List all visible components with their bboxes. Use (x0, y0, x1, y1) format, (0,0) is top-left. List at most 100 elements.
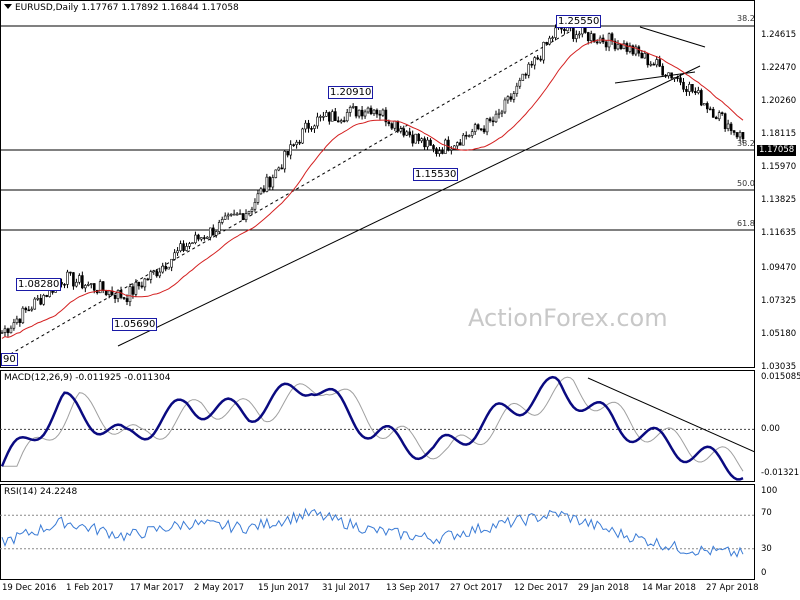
candle (673, 77, 676, 82)
candle (420, 137, 423, 144)
candle (488, 116, 492, 123)
left-low-tag: 1.05690 (112, 318, 158, 331)
candle (408, 127, 411, 138)
triangle-lower-line (614, 71, 696, 84)
candle (155, 269, 159, 278)
candle (586, 31, 590, 45)
candle (0, 330, 4, 334)
candle (220, 216, 224, 225)
x-tick-label: 31 Jul 2017 (322, 583, 371, 593)
candle (307, 119, 310, 133)
candle (578, 31, 581, 39)
fib-500-label: 50.0 (737, 179, 755, 188)
candle (494, 110, 498, 123)
candle (3, 325, 7, 337)
candle (426, 137, 429, 150)
price-y-label: 1.11635 (761, 228, 797, 238)
chart-header: EURUSD,Daily 1.17767 1.17892 1.16844 1.1… (4, 3, 239, 13)
candle (197, 233, 200, 242)
candle (357, 109, 361, 119)
candle (610, 32, 614, 45)
candle (708, 106, 712, 111)
candle (441, 147, 444, 155)
candle (277, 166, 281, 172)
candle (200, 237, 203, 242)
mid-high-tag: 1.20910 (328, 86, 374, 99)
candle (265, 173, 269, 193)
candle (12, 318, 16, 331)
macd-chart-svg (0, 375, 755, 481)
candle (116, 289, 120, 303)
macd-y-axis: 0.015085 0.00 -0.013211 (755, 370, 800, 482)
candle (551, 35, 554, 42)
candle (697, 86, 700, 95)
candle (735, 132, 739, 139)
candle (107, 290, 111, 299)
close-value: 1.17058 (201, 3, 239, 13)
candle (717, 110, 721, 122)
price-chart-svg (0, 19, 755, 361)
candle (24, 306, 28, 313)
candle (461, 132, 465, 146)
candle (15, 315, 19, 325)
candle (676, 75, 679, 82)
candle (232, 209, 236, 216)
moving-average-line (1, 39, 744, 339)
price-y-label: 1.15970 (761, 162, 797, 172)
candle (223, 212, 227, 220)
candle (414, 133, 417, 144)
price-y-label: 1.24615 (761, 30, 797, 40)
candle (39, 294, 42, 306)
candle (27, 306, 31, 312)
candle (402, 125, 406, 138)
macd-y-label: -0.013211 (761, 468, 800, 478)
candle (75, 278, 78, 288)
candle (250, 206, 254, 216)
candle (161, 262, 164, 274)
candle (470, 128, 474, 139)
candle (607, 32, 611, 52)
candle (456, 141, 459, 150)
candle (723, 112, 727, 132)
price-y-label: 1.07325 (761, 296, 797, 306)
macd-y-label: 0.00 (761, 424, 780, 434)
candle (473, 122, 477, 135)
candle (214, 230, 218, 238)
collapse-triangle-icon[interactable] (4, 4, 12, 9)
current-price-marker: 1.17058 (757, 145, 797, 156)
price-y-label: 1.13825 (761, 195, 797, 205)
candle (301, 127, 304, 144)
candle (447, 136, 450, 152)
candle (122, 296, 126, 301)
candle (334, 107, 337, 122)
candle (429, 138, 432, 146)
candle (137, 281, 141, 290)
candle (634, 44, 638, 57)
candle (703, 103, 706, 106)
candle (69, 271, 72, 276)
price-y-axis: 1.24615 1.22470 1.20260 1.18115 1.15970 1.138… (755, 0, 800, 372)
candle (548, 35, 551, 46)
candle (211, 224, 215, 236)
rsi-y-axis: 100 70 30 0 (755, 484, 800, 580)
candle (625, 41, 629, 55)
x-tick-label: 19 Dec 2016 (2, 583, 57, 593)
candle (176, 247, 179, 256)
candle (354, 106, 358, 119)
fib-382b-label: 38.2 (737, 139, 755, 148)
candle (589, 30, 593, 44)
candle (700, 88, 703, 107)
candle (241, 213, 245, 221)
candle (33, 297, 37, 310)
candle (705, 101, 709, 113)
candle (229, 213, 233, 217)
x-tick-label: 14 Mar 2018 (642, 583, 696, 593)
candle (9, 325, 13, 334)
open-value: 1.17767 (81, 3, 119, 13)
candle (170, 258, 173, 272)
candle (521, 73, 525, 81)
rsi-chart-svg (0, 507, 755, 558)
candle (143, 277, 147, 291)
rsi-label: RSI(14) 24.2248 (4, 487, 78, 497)
candle (601, 34, 605, 44)
